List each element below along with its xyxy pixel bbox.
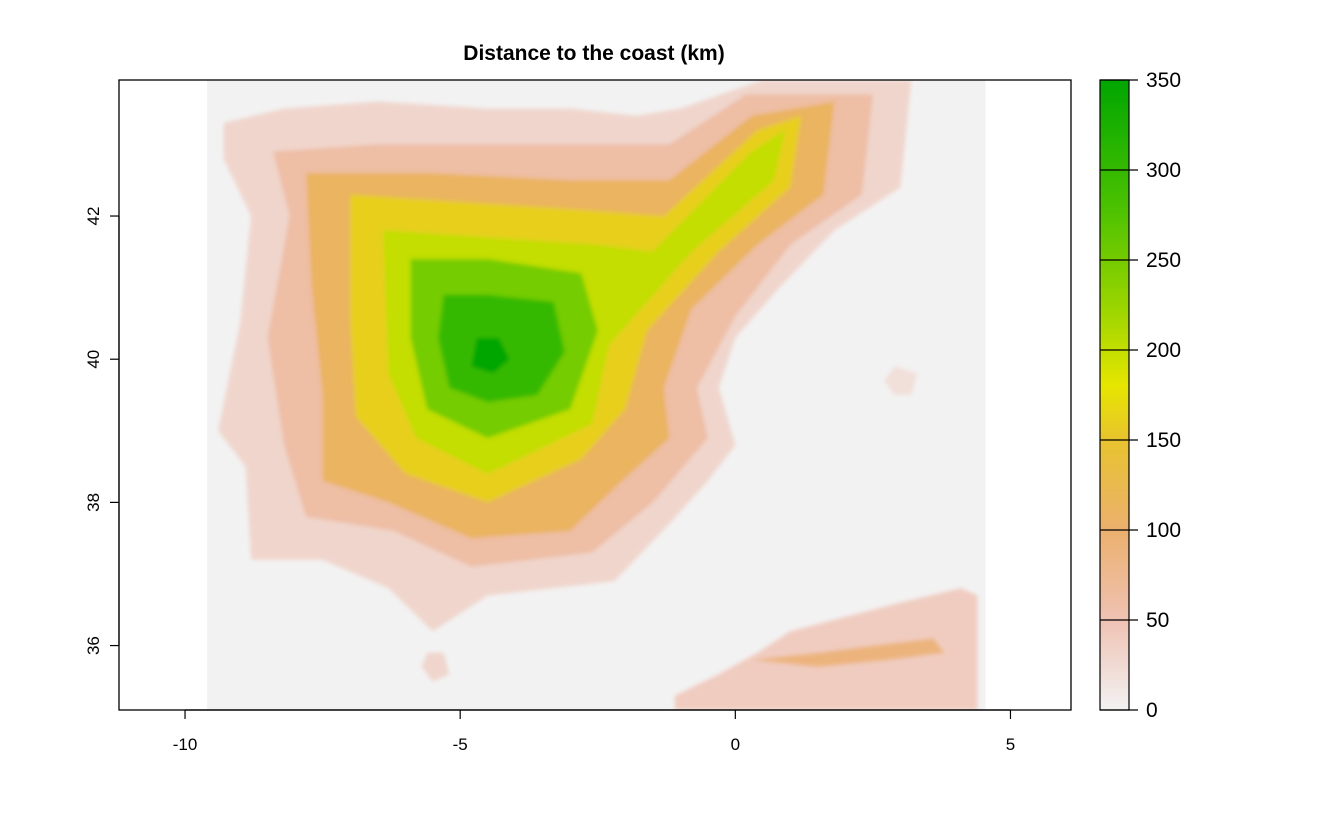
y-axis: 36 38 40 42: [84, 207, 120, 655]
colorbar-tick-label: 50: [1146, 609, 1169, 632]
colorbar-tick-label: 150: [1146, 429, 1181, 452]
colorbar-gradient: [1100, 80, 1129, 710]
colorbar-tick-label: 0: [1146, 699, 1158, 722]
raster-cells: [218, 80, 978, 710]
colorbar-legend: 0 50 100 150 200 250 300 350: [1099, 69, 1181, 722]
raster-region-north-africa-inland: [751, 638, 945, 667]
raster-layer: [207, 80, 986, 710]
raster-region-ceuta-area: [421, 652, 450, 682]
raster-region-north-africa-coast: [674, 588, 978, 710]
y-tick-label: 36: [84, 636, 103, 655]
y-tick-label: 40: [84, 350, 103, 369]
colorbar-tick-label: 200: [1146, 339, 1181, 362]
x-tick-label: -5: [453, 735, 468, 754]
raster-region-balearic-islands: [883, 366, 917, 395]
colorbar-tick-label: 300: [1146, 159, 1181, 182]
chart-title: Distance to the coast (km): [463, 42, 724, 65]
y-tick-label: 38: [84, 493, 103, 512]
x-tick-label: 0: [731, 735, 740, 754]
colorbar-tick-label: 250: [1146, 249, 1181, 272]
x-axis: -10 -5 0 5: [173, 709, 1015, 754]
y-tick-label: 42: [84, 207, 103, 226]
colorbar-tick-label: 100: [1146, 519, 1181, 542]
x-tick-label: -10: [173, 735, 198, 754]
raster-region-distance-350: [471, 337, 510, 374]
colorbar-tick-label: 350: [1146, 69, 1181, 92]
x-tick-label: 5: [1006, 735, 1015, 754]
